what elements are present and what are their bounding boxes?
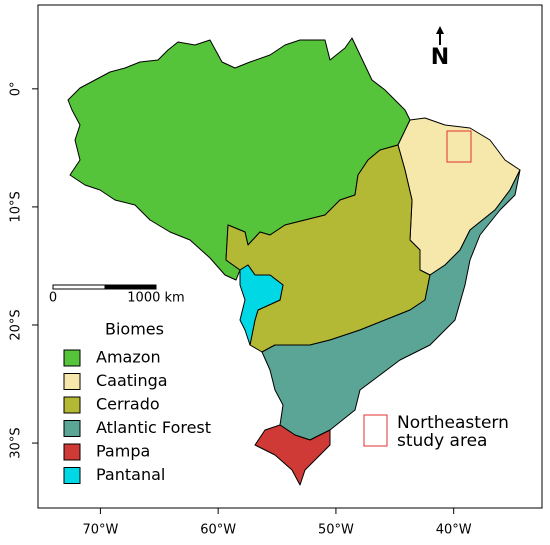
- biome-pampa: [254, 424, 331, 486]
- legend-label: Atlantic Forest: [96, 418, 211, 437]
- y-tick-label: 30°S: [9, 427, 24, 458]
- y-tick-label: 10°S: [9, 191, 24, 222]
- legend-label: Pampa: [96, 442, 150, 461]
- legend-label: Caatinga: [96, 371, 168, 390]
- map-frame: [37, 4, 543, 509]
- north-label: N: [431, 45, 449, 70]
- legend-label: Amazon: [96, 348, 161, 367]
- x-tick-label: 60°W: [200, 523, 236, 538]
- legend-swatch: [63, 396, 81, 414]
- legend-swatch: [63, 467, 81, 484]
- legend-swatch: [63, 373, 81, 390]
- biome-pantanal: [239, 264, 284, 346]
- north-arrow: N: [431, 26, 449, 70]
- x-tick-label: 70°W: [82, 523, 118, 538]
- scale-bar: 0 1000 km: [49, 284, 185, 306]
- x-tick-label: 40°W: [436, 523, 472, 538]
- y-tick-label: 0°: [9, 81, 24, 96]
- legend-swatch: [63, 349, 81, 367]
- legend-label: Pantanal: [96, 465, 165, 484]
- annotation-swatch: [363, 414, 388, 447]
- y-tick-label: 20°S: [9, 309, 24, 340]
- study-area: [446, 130, 472, 163]
- annotation: study area: [397, 431, 487, 451]
- legend-swatch: [63, 420, 81, 437]
- biomes: [67, 37, 521, 486]
- legend-title: Biomes: [105, 320, 164, 339]
- scale-label: 1000 km: [127, 291, 184, 306]
- legend-swatch: [63, 443, 81, 461]
- biome-atlantic-forest: [261, 169, 521, 441]
- legend-label: Cerrado: [96, 395, 160, 414]
- scale-label: 0: [49, 291, 57, 306]
- x-tick-label: 50°W: [318, 523, 354, 538]
- annotation: Northeastern: [397, 413, 509, 433]
